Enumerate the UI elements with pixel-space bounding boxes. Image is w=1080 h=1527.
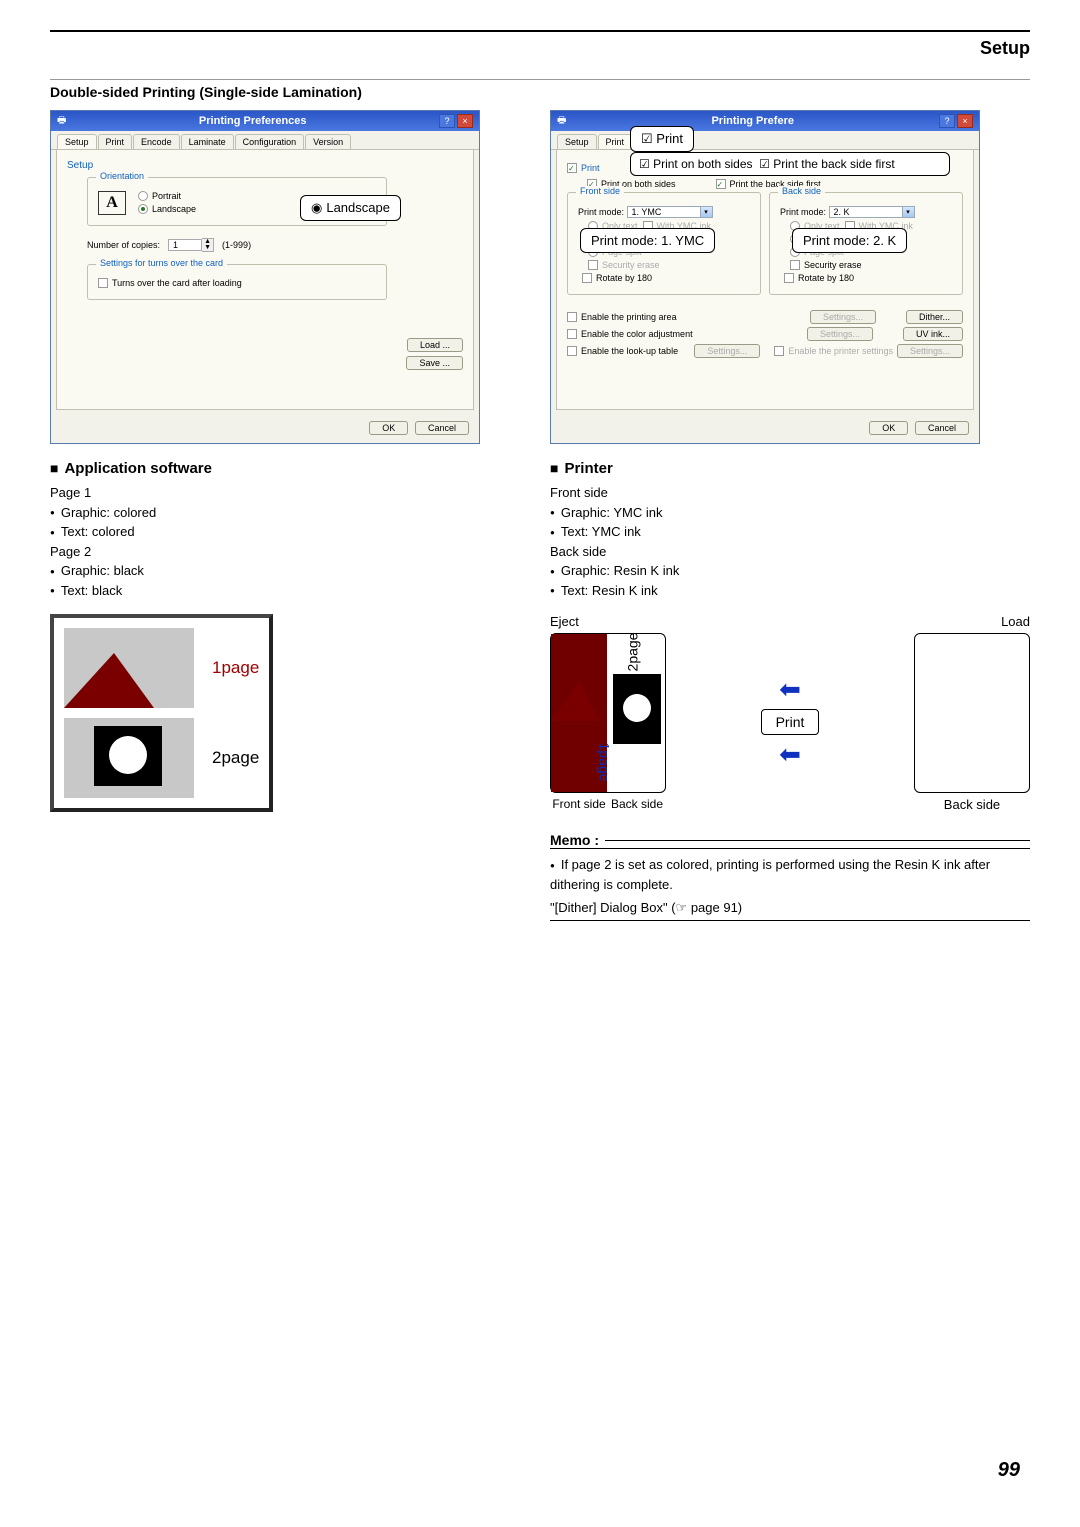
tab-print2[interactable]: Print <box>598 134 633 149</box>
tab-configuration[interactable]: Configuration <box>235 134 305 149</box>
app-p1-graphic: Graphic: colored <box>50 503 530 523</box>
checkbox-en-lookup[interactable] <box>567 346 577 356</box>
orientation-icon: A <box>98 191 126 215</box>
checkbox-sec-erase-back[interactable] <box>790 260 800 270</box>
diag-2page: 2page <box>624 633 640 672</box>
printer-bs-text: Text: Resin K ink <box>550 581 1030 601</box>
dialog2-title: Printing Prefere <box>711 115 794 127</box>
copies-input[interactable]: 1 <box>168 239 202 251</box>
eject-label: Eject <box>550 614 666 629</box>
printer-bs-graphic: Graphic: Resin K ink <box>550 561 1030 581</box>
arrow-left-icon-2: ⬅ <box>779 739 801 770</box>
checkbox-en-color-adj[interactable] <box>567 329 577 339</box>
app-p2-graphic: Graphic: black <box>50 561 530 581</box>
diagram-app-pages: 1page 2page <box>50 614 273 812</box>
memo-link: "[Dither] Dialog Box" (☞ page 91) <box>550 894 1030 916</box>
tab-laminate[interactable]: Laminate <box>181 134 234 149</box>
tab-setup[interactable]: Setup <box>57 134 97 149</box>
callout-print: ☑ Print <box>630 126 694 152</box>
memo-text: If page 2 is set as colored, printing is… <box>550 857 990 892</box>
turns-legend: Settings for turns over the card <box>96 258 227 268</box>
settings-btn-4[interactable]: Settings... <box>897 344 963 358</box>
app-p1: Page 1 <box>50 483 530 503</box>
dialog-setup: 🖶 Printing Preferences ? × Setup Print E… <box>50 110 480 444</box>
back-legend: Back side <box>778 186 825 196</box>
setup-label: Setup <box>67 160 463 171</box>
cancel-button-2[interactable]: Cancel <box>915 421 969 435</box>
settings-btn-1[interactable]: Settings... <box>810 310 876 324</box>
print-box: Print <box>761 709 820 735</box>
load-label: Load <box>914 614 1030 629</box>
settings-btn-2[interactable]: Settings... <box>807 327 873 341</box>
arrow-left-icon: ⬅ <box>779 674 801 705</box>
tab-encode[interactable]: Encode <box>133 134 180 149</box>
save-button[interactable]: Save ... <box>406 356 463 370</box>
printer-fs-text: Text: YMC ink <box>550 522 1030 542</box>
back-print-mode[interactable]: 2. K▾ <box>829 206 915 218</box>
settings-btn-3[interactable]: Settings... <box>694 344 760 358</box>
page-header: Setup <box>50 38 1030 59</box>
section-title: Double-sided Printing (Single-side Lamin… <box>50 84 1030 100</box>
window-icon: 🖶 <box>557 113 566 130</box>
checkbox-turns-over[interactable] <box>98 278 108 288</box>
back-side-label-2: Back side <box>914 797 1030 812</box>
copies-range: (1-999) <box>222 240 251 250</box>
close-button[interactable]: × <box>457 114 473 128</box>
portrait-label: Portrait <box>152 191 181 201</box>
checkbox-rotate-back[interactable] <box>784 273 794 283</box>
help-button[interactable]: ? <box>939 114 955 128</box>
checkbox-print[interactable] <box>567 163 577 173</box>
printer-diagram: Eject 1page 2page Front side Back side ⬅… <box>550 614 1030 812</box>
tab-version[interactable]: Version <box>305 134 351 149</box>
printer-fs-graphic: Graphic: YMC ink <box>550 503 1030 523</box>
tab-setup2[interactable]: Setup <box>557 134 597 149</box>
radio-portrait[interactable] <box>138 191 148 201</box>
window-icon: 🖶 <box>57 113 66 130</box>
callout-both-backfirst: ☑ Print on both sides ☑ Print the back s… <box>630 152 950 176</box>
app-p1-text: Text: colored <box>50 522 530 542</box>
callout-landscape: ◉Landscape <box>300 195 401 221</box>
help-button[interactable]: ? <box>439 114 455 128</box>
checkbox-back-first[interactable] <box>716 179 726 189</box>
page-number: 99 <box>998 1459 1020 1482</box>
printer-back: Back side <box>550 542 1030 562</box>
load-button[interactable]: Load ... <box>407 338 463 352</box>
front-legend: Front side <box>576 186 624 196</box>
cancel-button[interactable]: Cancel <box>415 421 469 435</box>
page2-label: 2page <box>212 748 259 768</box>
dialog1-title: Printing Preferences <box>199 115 307 127</box>
callout-back-mode: Print mode: 2. K <box>792 228 907 253</box>
printer-front: Front side <box>550 483 1030 503</box>
memo-heading: Memo : <box>550 832 1030 849</box>
diag-1page: 1page <box>596 743 612 782</box>
dither-button[interactable]: Dither... <box>906 310 963 324</box>
uvink-button[interactable]: UV ink... <box>903 327 963 341</box>
copies-spinner[interactable]: ▲▼ <box>202 238 214 252</box>
printer-heading: Printer <box>550 460 1030 477</box>
front-side-label: Front side <box>550 797 608 811</box>
front-print-mode[interactable]: 1. YMC▾ <box>627 206 713 218</box>
app-p2: Page 2 <box>50 542 530 562</box>
ok-button[interactable]: OK <box>369 421 408 435</box>
ok-button-2[interactable]: OK <box>869 421 908 435</box>
orientation-legend: Orientation <box>96 171 148 181</box>
tab-print[interactable]: Print <box>98 134 133 149</box>
callout-front-mode: Print mode: 1. YMC <box>580 228 715 253</box>
checkbox-rotate-front[interactable] <box>582 273 592 283</box>
back-side-label: Back side <box>608 797 666 811</box>
copies-label: Number of copies: <box>87 240 160 250</box>
landscape-label: Landscape <box>152 204 196 214</box>
app-p2-text: Text: black <box>50 581 530 601</box>
checkbox-en-print-area[interactable] <box>567 312 577 322</box>
radio-landscape[interactable] <box>138 204 148 214</box>
page1-label: 1page <box>212 658 259 678</box>
app-sw-heading: Application software <box>50 460 530 477</box>
close-button[interactable]: × <box>957 114 973 128</box>
